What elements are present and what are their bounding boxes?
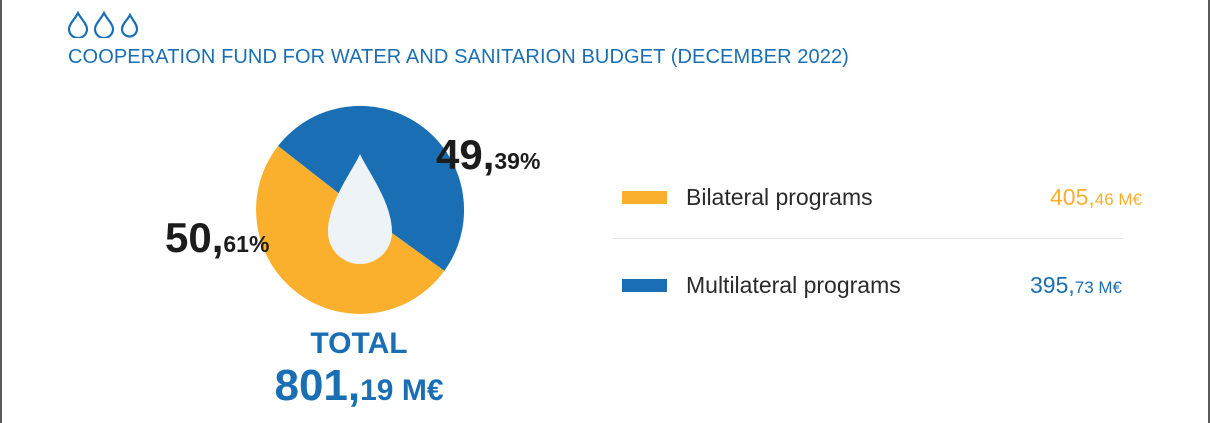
water-drop-icon [328, 154, 392, 264]
total-value: 801,19 M€ [214, 361, 504, 411]
multilateral-percent-decimal: 39% [494, 148, 541, 174]
legend-item-multilateral: Multilateral programs 395,73 M€ [622, 271, 1142, 301]
legend-value-bilateral-integer: 405, [1049, 184, 1095, 210]
legend-value-multilateral-decimal: 73 M€ [1074, 278, 1122, 297]
legend-label-bilateral: Bilateral programs [686, 184, 873, 210]
bilateral-percent-integer: 50, [165, 214, 224, 261]
legend-value-bilateral: 405,46 M€ [1050, 184, 1142, 211]
legend-swatch-bilateral [622, 191, 667, 204]
bilateral-percent-label: 50,61% [165, 214, 269, 262]
legend-value-multilateral-integer: 395, [1029, 272, 1075, 298]
legend-swatch-multilateral [622, 279, 667, 292]
total-label: TOTAL [310, 327, 408, 360]
legend-divider [613, 238, 1123, 239]
legend-label-multilateral: Multilateral programs [686, 272, 901, 298]
pie-chart [256, 105, 465, 314]
bilateral-percent-decimal: 61% [223, 231, 270, 257]
multilateral-percent-label: 49,39% [436, 131, 540, 179]
water-drops-icon [67, 10, 148, 43]
total-value-decimal: 19 M€ [360, 374, 444, 407]
legend-value-multilateral: 395,73 M€ [1030, 272, 1122, 299]
legend-item-bilateral: Bilateral programs 405,46 M€ [622, 183, 1142, 213]
total-value-integer: 801, [274, 361, 361, 410]
legend-value-bilateral-decimal: 46 M€ [1094, 190, 1142, 209]
chart-title: COOPERATION FUND FOR WATER AND SANITARIO… [68, 46, 849, 68]
multilateral-percent-integer: 49, [436, 131, 495, 178]
